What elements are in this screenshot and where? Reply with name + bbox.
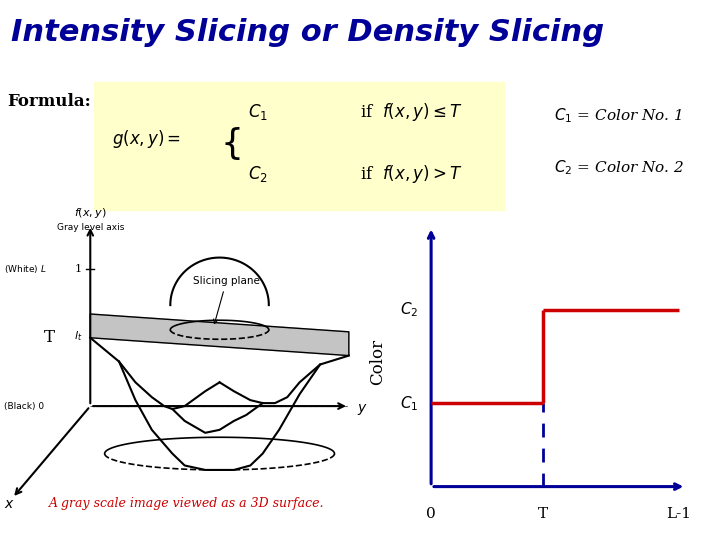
Text: $y$: $y$	[357, 402, 368, 416]
Text: Slicing plane: Slicing plane	[193, 276, 260, 323]
Text: 1: 1	[75, 265, 82, 274]
Text: $C_2$: $C_2$	[248, 164, 269, 184]
Text: $C_2$ = Color No. 2: $C_2$ = Color No. 2	[554, 158, 685, 177]
Text: $C_1$ = Color No. 1: $C_1$ = Color No. 1	[554, 106, 683, 125]
Text: $l_t$: $l_t$	[73, 329, 82, 343]
FancyBboxPatch shape	[94, 82, 504, 211]
Text: T: T	[44, 329, 55, 346]
Text: $C_1$: $C_1$	[400, 394, 419, 413]
Text: A gray scale image viewed as a 3D surface.: A gray scale image viewed as a 3D surfac…	[49, 497, 325, 510]
Text: $g(x,y) =$: $g(x,y) =$	[112, 129, 181, 150]
Text: (White) $L$: (White) $L$	[4, 264, 47, 275]
Polygon shape	[90, 314, 348, 355]
Text: 0: 0	[426, 508, 436, 522]
Text: Intensity Slicing or Density Slicing: Intensity Slicing or Density Slicing	[11, 18, 604, 47]
Text: $f(x,y)$: $f(x,y)$	[74, 206, 107, 220]
Text: if  $f(x,y) > T$: if $f(x,y) > T$	[360, 163, 463, 185]
Text: Formula:: Formula:	[7, 93, 91, 110]
Text: Color: Color	[369, 339, 387, 385]
Text: T: T	[538, 508, 548, 522]
Text: $x$: $x$	[4, 497, 15, 511]
Text: if  $f(x,y) \leq T$: if $f(x,y) \leq T$	[360, 100, 463, 123]
Text: (Black) 0: (Black) 0	[4, 402, 44, 410]
Text: $C_1$: $C_1$	[248, 102, 269, 122]
Text: Gray level axis: Gray level axis	[58, 224, 125, 232]
Text: $C_2$: $C_2$	[400, 300, 419, 319]
Text: L-1: L-1	[666, 508, 691, 522]
Text: $\{$: $\{$	[220, 125, 240, 162]
